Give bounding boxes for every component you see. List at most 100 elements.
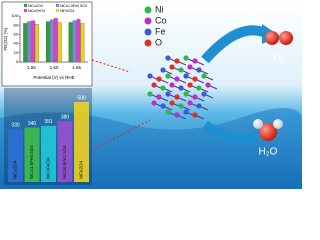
graphical-abstract: O₂ H₂O NiCoFeO 0 20 40 60 80 100 FE(O2) (%) Pote… bbox=[0, 0, 302, 189]
atom bbox=[187, 82, 193, 88]
pointer bbox=[91, 59, 131, 73]
bar bbox=[45, 21, 50, 63]
atom bbox=[174, 76, 180, 82]
o-atom bbox=[279, 31, 293, 45]
bar-label: NiCo1.5Fe0.5O4 bbox=[29, 145, 34, 179]
atom bbox=[183, 91, 189, 97]
y-tick-label: 40 bbox=[14, 41, 19, 46]
bar bbox=[76, 19, 81, 63]
water-label: H₂O bbox=[259, 147, 278, 158]
h-atom bbox=[253, 119, 263, 129]
atom bbox=[156, 76, 162, 82]
atom bbox=[187, 100, 193, 106]
element-swatch bbox=[144, 6, 152, 14]
y-tick-label: 20 bbox=[14, 50, 19, 55]
atom bbox=[169, 82, 175, 88]
bar bbox=[74, 102, 89, 182]
atom bbox=[160, 67, 166, 73]
atom bbox=[174, 112, 180, 118]
atom bbox=[165, 55, 171, 61]
value-label: 380 bbox=[61, 115, 70, 121]
bar-label: NiFe2O4 bbox=[79, 160, 84, 179]
bar bbox=[31, 20, 36, 63]
bar-label: NiCoFeO4 bbox=[46, 157, 51, 179]
atom bbox=[151, 100, 157, 106]
y-tick-label: 0 bbox=[16, 59, 19, 64]
legend-label: NiCo1.5Fe0.5O4 bbox=[60, 4, 87, 8]
x-tick-label: 1.60 bbox=[50, 65, 59, 70]
x-tick-label: 1.55 bbox=[27, 65, 36, 70]
value-label: 340 bbox=[28, 121, 37, 127]
legend-swatch bbox=[56, 9, 59, 12]
atom bbox=[183, 73, 189, 79]
atom bbox=[205, 82, 211, 88]
atom bbox=[187, 64, 193, 70]
o-atom bbox=[265, 31, 279, 45]
y-axis-label: FE(O2) (%) bbox=[3, 27, 8, 51]
legend-swatch bbox=[24, 4, 27, 7]
atom bbox=[169, 100, 175, 106]
legend-label: NiCoFeO4 bbox=[28, 9, 45, 13]
element-swatch bbox=[144, 17, 152, 25]
atom bbox=[192, 76, 198, 82]
atom bbox=[160, 103, 166, 109]
atom bbox=[192, 112, 198, 118]
bar bbox=[8, 129, 23, 182]
x-axis-label: Potential (V) vs RHE bbox=[33, 75, 74, 80]
atom bbox=[183, 55, 189, 61]
legend-swatch bbox=[56, 4, 59, 7]
atom bbox=[178, 67, 184, 73]
atom bbox=[165, 73, 171, 79]
atom bbox=[174, 94, 180, 100]
bar bbox=[57, 22, 62, 63]
atom bbox=[178, 103, 184, 109]
bar-label: NiCo0.5Fe1.5O4 bbox=[62, 145, 67, 179]
crystal-structure bbox=[147, 55, 218, 120]
atom bbox=[178, 85, 184, 91]
atom bbox=[151, 82, 157, 88]
legend-swatch bbox=[24, 9, 27, 12]
element-swatch bbox=[144, 39, 152, 47]
o-atom bbox=[259, 123, 277, 141]
bar bbox=[68, 22, 73, 63]
y-tick-label: 100 bbox=[11, 13, 18, 18]
bar bbox=[23, 23, 28, 63]
element-label: Ni bbox=[155, 4, 164, 14]
value-label: 500 bbox=[77, 95, 86, 101]
bar bbox=[41, 125, 56, 182]
element-swatch bbox=[144, 28, 152, 36]
atom bbox=[165, 91, 171, 97]
atom bbox=[183, 109, 189, 115]
element-label: O bbox=[155, 37, 162, 47]
bar bbox=[57, 121, 73, 182]
y-tick-label: 60 bbox=[14, 31, 19, 36]
atom bbox=[196, 67, 202, 73]
legend-label: NiFe2O4 bbox=[60, 9, 74, 13]
oxygen-label: O₂ bbox=[273, 53, 285, 64]
atom bbox=[201, 91, 207, 97]
atom bbox=[192, 94, 198, 100]
atom bbox=[156, 94, 162, 100]
bar bbox=[80, 23, 85, 63]
atom bbox=[174, 58, 180, 64]
legend-label: NiCo2O4 bbox=[28, 4, 43, 8]
h-atom bbox=[273, 119, 283, 129]
atom bbox=[196, 85, 202, 91]
bar bbox=[27, 21, 32, 63]
atom bbox=[192, 58, 198, 64]
atom bbox=[201, 73, 207, 79]
bar bbox=[49, 19, 54, 63]
atom bbox=[147, 73, 153, 79]
element-label: Co bbox=[155, 15, 167, 25]
atom bbox=[169, 64, 175, 70]
bar bbox=[72, 20, 77, 63]
atom bbox=[165, 109, 171, 115]
y-tick-label: 80 bbox=[14, 22, 19, 27]
value-label: 330 bbox=[11, 123, 20, 129]
value-label: 351 bbox=[44, 119, 53, 125]
atom bbox=[196, 103, 202, 109]
element-label: Fe bbox=[155, 26, 166, 36]
arrow-down bbox=[202, 120, 266, 145]
pointer bbox=[91, 119, 151, 151]
bar bbox=[35, 24, 40, 63]
